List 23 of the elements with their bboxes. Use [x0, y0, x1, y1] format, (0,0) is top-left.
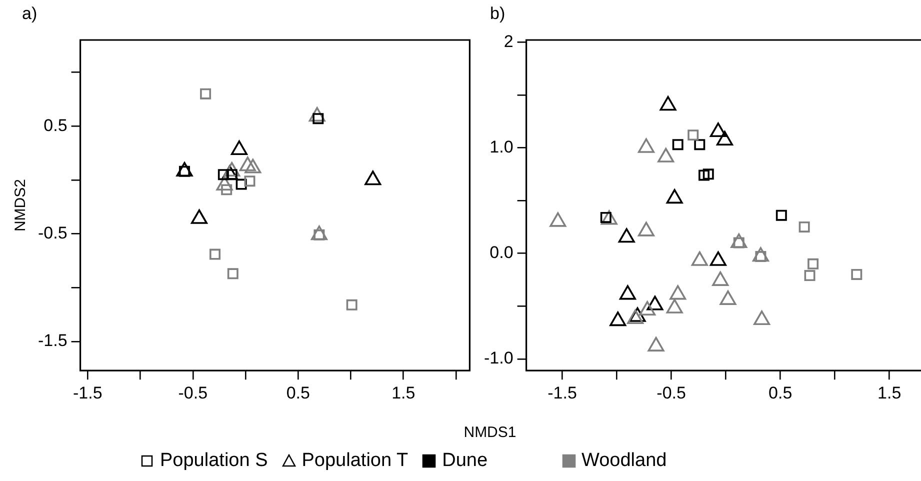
x-tick-label: 0.5 — [768, 383, 792, 402]
x-tick-label: 0.5 — [286, 383, 310, 402]
x-tick-label: -1.5 — [73, 383, 102, 402]
y-tick-label: 1.0 — [490, 137, 514, 156]
legend-label: Dune — [442, 450, 488, 472]
x-tick-label: 1.5 — [392, 383, 416, 402]
y-tick-label: 0.0 — [490, 243, 514, 262]
y-tick-label: -1.0 — [484, 348, 514, 368]
chart-title: a) — [22, 4, 38, 24]
y-tick-label: 2 — [504, 32, 514, 51]
legend-label: Population S — [160, 450, 268, 472]
chart-title: b) — [490, 4, 506, 24]
x-tick-label: -0.5 — [656, 383, 686, 402]
y-tick-label: -0.5 — [38, 224, 68, 243]
x-tick-label: 1.5 — [878, 383, 902, 402]
x-axis-title: NMDS1 — [462, 424, 518, 441]
legend-label: Woodland — [582, 450, 667, 472]
y-axis-title: NMDS2 — [12, 179, 30, 232]
x-tick-label: -0.5 — [178, 383, 208, 402]
legend-label: Population T — [302, 450, 408, 472]
y-tick-label: -1.5 — [38, 331, 68, 350]
y-tick-label: 0.5 — [44, 116, 68, 135]
x-tick-label: -1.5 — [548, 383, 577, 402]
